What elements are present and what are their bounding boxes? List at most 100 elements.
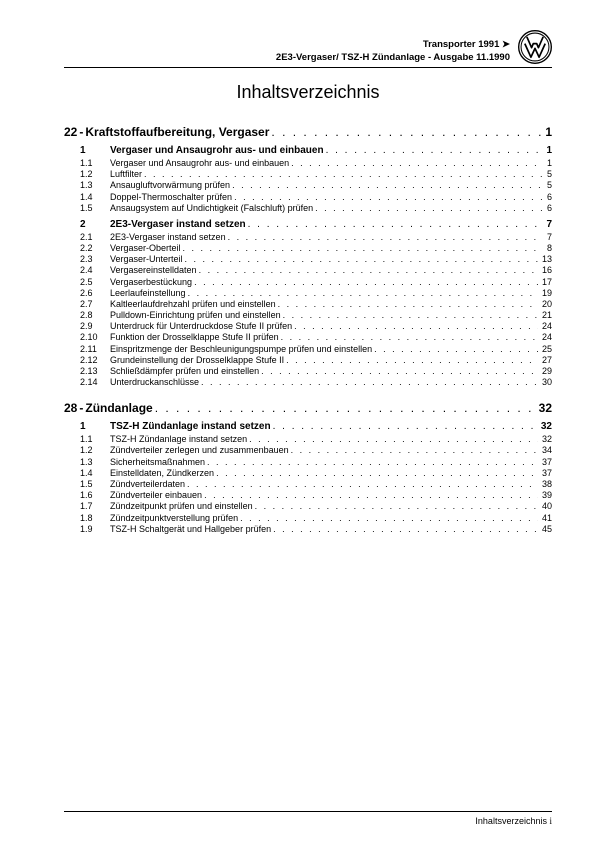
toc-entry-number: 2.4: [80, 265, 110, 275]
toc-entry-number: 1.7: [80, 501, 110, 511]
toc-entry-page: 6: [543, 192, 552, 202]
toc-entry: 2.10Funktion der Drosselklappe Stufe II …: [64, 332, 552, 342]
dot-leader: . . . . . . . . . . . . . . . . . . . . …: [273, 524, 538, 534]
dot-leader: . . . . . . . . . . . . . . . . . . . . …: [286, 355, 538, 365]
dot-leader: . . . . . . . . . . . . . . . . . . . . …: [281, 332, 538, 342]
toc-entry: 1.8Zündzeitpunktverstellung prüfen. . . …: [64, 513, 552, 523]
section-label: Kraftstoffaufbereitung, Vergaser: [85, 125, 271, 139]
toc-entry-number: 1.8: [80, 513, 110, 523]
toc-entry-label: Schließdämpfer prüfen und einstellen: [110, 366, 261, 376]
toc-entry-number: 1.2: [80, 445, 110, 455]
dot-leader: . . . . . . . . . . . . . . . . . . . . …: [283, 310, 538, 320]
toc-entry: 2.4Vergasereinstelldaten. . . . . . . . …: [64, 265, 552, 275]
dot-leader: . . . . . . . . . . . . . . . . . . . . …: [155, 401, 535, 415]
section-number: 28: [64, 401, 77, 415]
toc-entry-number: 2.11: [80, 344, 110, 354]
toc-entry-label: Ansaugluftvorwärmung prüfen: [110, 180, 232, 190]
toc-entry-number: 1.5: [80, 479, 110, 489]
toc-entry-number: 2.13: [80, 366, 110, 376]
toc-entry-number: 1.3: [80, 457, 110, 467]
toc-entry-label: Ansaugsystem auf Undichtigkeit (Falschlu…: [110, 203, 315, 213]
toc-group-heading-page: 1: [542, 145, 552, 156]
dot-leader: . . . . . . . . . . . . . . . . . . . . …: [248, 219, 543, 230]
section-number: 22: [64, 125, 77, 139]
dot-leader: . . . . . . . . . . . . . . . . . . . . …: [273, 421, 537, 432]
toc-group-heading-number: 1: [80, 145, 110, 156]
toc-entry-label: TSZ-H Schaltgerät und Hallgeber prüfen: [110, 524, 273, 534]
toc-entry-label: Zündzeitpunktverstellung prüfen: [110, 513, 240, 523]
dot-leader: . . . . . . . . . . . . . . . . . . . . …: [228, 232, 543, 242]
toc-entry-label: Vergaser-Unterteil: [110, 254, 185, 264]
dot-leader: . . . . . . . . . . . . . . . . . . . . …: [204, 490, 538, 500]
toc-group-heading: 22E3-Vergaser instand setzen. . . . . . …: [64, 219, 552, 230]
toc-entry-number: 1.1: [80, 434, 110, 444]
toc-entry: 1.1Vergaser und Ansaugrohr aus- und einb…: [64, 158, 552, 168]
toc-entry-label: Zündverteiler zerlegen und zusammenbauen: [110, 445, 291, 455]
toc-entry: 1.4Einstelldaten, Zündkerzen. . . . . . …: [64, 468, 552, 478]
page-title: Inhaltsverzeichnis: [64, 82, 552, 103]
toc-entry-label: Sicherheitsmaßnahmen: [110, 457, 207, 467]
toc-entry: 1.1TSZ-H Zündanlage instand setzen. . . …: [64, 434, 552, 444]
dot-leader: . . . . . . . . . . . . . . . . . . . . …: [216, 468, 538, 478]
toc-entry: 2.9Unterdruck für Unterdruckdose Stufe I…: [64, 321, 552, 331]
toc-entry-page: 29: [538, 366, 552, 376]
toc-entry-page: 17: [538, 277, 552, 287]
toc-entry-number: 2.3: [80, 254, 110, 264]
toc-entry-page: 5: [543, 180, 552, 190]
dot-leader: . . . . . . . . . . . . . . . . . . . . …: [374, 344, 538, 354]
toc-entry-label: Zündverteilerdaten: [110, 479, 187, 489]
toc-section-heading: 28 - Zündanlage. . . . . . . . . . . . .…: [64, 401, 552, 415]
toc-entry-label: Unterdruck für Unterdruckdose Stufe II p…: [110, 321, 294, 331]
toc-entry: 2.12E3-Vergaser instand setzen. . . . . …: [64, 232, 552, 242]
header-title: Transporter 1991: [423, 39, 500, 50]
toc-entry-page: 20: [538, 299, 552, 309]
dot-leader: . . . . . . . . . . . . . . . . . . . . …: [291, 158, 543, 168]
toc-entry: 1.4Doppel-Thermoschalter prüfen. . . . .…: [64, 192, 552, 202]
toc-entry-number: 2.8: [80, 310, 110, 320]
dot-leader: . . . . . . . . . . . . . . . . . . . . …: [185, 254, 538, 264]
toc-group-heading-number: 1: [80, 421, 110, 432]
dot-leader: . . . . . . . . . . . . . . . . . . . . …: [315, 203, 543, 213]
footer-label: Inhaltsverzeichnis: [475, 816, 547, 826]
toc-entry: 2.12Grundeinstellung der Drosselklappe S…: [64, 355, 552, 365]
toc-entry: 2.2Vergaser-Oberteil. . . . . . . . . . …: [64, 243, 552, 253]
section-page: 32: [535, 401, 552, 415]
toc-entry-number: 1.3: [80, 180, 110, 190]
dot-leader: . . . . . . . . . . . . . . . . . . . . …: [207, 457, 538, 467]
toc-group-heading: 1Vergaser und Ansaugrohr aus- und einbau…: [64, 145, 552, 156]
toc-entry-page: 40: [538, 501, 552, 511]
toc-entry-page: 30: [538, 377, 552, 387]
toc-entry-number: 1.1: [80, 158, 110, 168]
toc-entry-label: Einstelldaten, Zündkerzen: [110, 468, 216, 478]
footer-page-number: i: [549, 816, 552, 826]
dot-leader: . . . . . . . . . . . . . . . . . . . . …: [187, 479, 538, 489]
toc-entry: 2.6Leerlaufeinstellung. . . . . . . . . …: [64, 288, 552, 298]
document-header: Transporter 1991 ➤ 2E3-Vergaser/ TSZ-H Z…: [64, 30, 552, 68]
toc-entry-label: Einspritzmenge der Beschleunigungspumpe …: [110, 344, 374, 354]
toc-entry-number: 2.2: [80, 243, 110, 253]
toc-entry-page: 45: [538, 524, 552, 534]
toc-entry: 1.2Luftfilter. . . . . . . . . . . . . .…: [64, 169, 552, 179]
toc-entry-label: Leerlaufeinstellung: [110, 288, 188, 298]
toc-group-heading-label: 2E3-Vergaser instand setzen: [110, 219, 248, 230]
toc-entry-label: Kaltleerlaufdrehzahl prüfen und einstell…: [110, 299, 278, 309]
toc-entry-label: Luftfilter: [110, 169, 144, 179]
toc-entry-label: Vergaser-Oberteil: [110, 243, 183, 253]
toc-entry-page: 39: [538, 490, 552, 500]
dot-leader: . . . . . . . . . . . . . . . . . . . . …: [255, 501, 538, 511]
page-footer: Inhaltsverzeichnis i: [64, 811, 552, 826]
toc-entry-number: 2.9: [80, 321, 110, 331]
toc-entry: 2.7Kaltleerlaufdrehzahl prüfen und einst…: [64, 299, 552, 309]
toc-entry-label: TSZ-H Zündanlage instand setzen: [110, 434, 249, 444]
dot-leader: . . . . . . . . . . . . . . . . . . . . …: [194, 277, 538, 287]
toc-entry: 1.5Zündverteilerdaten. . . . . . . . . .…: [64, 479, 552, 489]
toc-entry-label: Unterdruckanschlüsse: [110, 377, 201, 387]
section-page: 1: [541, 125, 552, 139]
toc-entry: 1.9TSZ-H Schaltgerät und Hallgeber prüfe…: [64, 524, 552, 534]
toc-entry-label: Zündverteiler einbauen: [110, 490, 204, 500]
dot-leader: . . . . . . . . . . . . . . . . . . . . …: [232, 180, 543, 190]
toc-entry: 1.3Ansaugluftvorwärmung prüfen. . . . . …: [64, 180, 552, 190]
toc-entry-number: 2.5: [80, 277, 110, 287]
toc-entry-number: 1.2: [80, 169, 110, 179]
toc-entry-label: Doppel-Thermoschalter prüfen: [110, 192, 234, 202]
